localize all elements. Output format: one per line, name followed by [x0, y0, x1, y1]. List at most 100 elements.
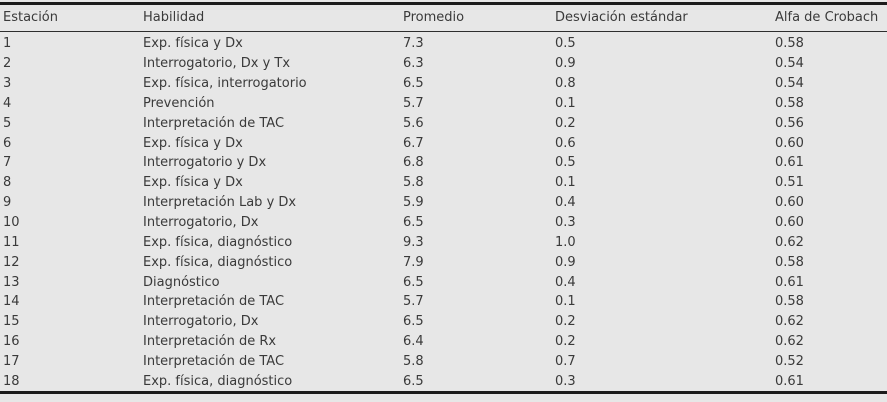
table-row: 1 Exp. física y Dx 7.3 0.5 0.58 [0, 32, 887, 54]
table-row: 5 Interpretación de TAC 5.6 0.2 0.56 [0, 113, 887, 133]
table-row: 15 Interrogatorio, Dx 6.5 0.2 0.62 [0, 312, 887, 332]
cell-alfa-de-crobach: 0.54 [775, 56, 804, 72]
cell-promedio: 5.8 [403, 353, 424, 369]
cell-alfa-de-crobach: 0.56 [775, 115, 804, 131]
col-header-desviacion-estandar: Desviación estándar [552, 3, 772, 32]
cell-desviacion-estandar: 0.9 [555, 254, 576, 270]
table-body: 1 Exp. física y Dx 7.3 0.5 0.58 2 Interrogator… [0, 32, 887, 393]
cell-alfa-de-crobach: 0.54 [775, 76, 804, 92]
cell-alfa-de-crobach: 0.52 [775, 353, 804, 369]
cell-promedio: 5.8 [403, 175, 424, 191]
cell-promedio: 6.5 [403, 215, 424, 231]
cell-desviacion-estandar: 0.2 [555, 314, 576, 330]
cell-estacion: 17 [3, 353, 20, 369]
cell-promedio: 5.7 [403, 294, 424, 310]
cell-habilidad: Exp. física y Dx [143, 175, 243, 191]
cell-alfa-de-crobach: 0.51 [775, 175, 804, 191]
cell-promedio: 6.4 [403, 334, 424, 350]
cell-habilidad: Exp. física y Dx [143, 135, 243, 151]
cell-desviacion-estandar: 0.2 [555, 115, 576, 131]
cell-promedio: 5.9 [403, 195, 424, 211]
cell-estacion: 2 [3, 56, 12, 72]
cell-estacion: 5 [3, 115, 12, 131]
table-row: 12 Exp. física, diagnóstico 7.9 0.9 0.58 [0, 252, 887, 272]
cell-alfa-de-crobach: 0.60 [775, 135, 804, 151]
cell-habilidad: Interpretación de Rx [143, 334, 277, 350]
cell-estacion: 8 [3, 175, 12, 191]
col-header-estacion: Estación [0, 3, 140, 32]
cell-desviacion-estandar: 0.9 [555, 56, 576, 72]
cell-promedio: 6.5 [403, 314, 424, 330]
cell-habilidad: Interrogatorio, Dx y Tx [143, 56, 291, 72]
cell-desviacion-estandar: 0.4 [555, 274, 576, 290]
table-row: 10 Interrogatorio, Dx 6.5 0.3 0.60 [0, 213, 887, 233]
cell-habilidad: Exp. física, diagnóstico [143, 254, 293, 270]
table-row: 6 Exp. física y Dx 6.7 0.6 0.60 [0, 133, 887, 153]
table-row: 13 Diagnóstico 6.5 0.4 0.61 [0, 272, 887, 292]
cell-habilidad: Diagnóstico [143, 274, 220, 290]
table-row: 8 Exp. física y Dx 5.8 0.1 0.51 [0, 173, 887, 193]
cell-desviacion-estandar: 0.3 [555, 373, 576, 389]
table-row: 7 Interrogatorio y Dx 6.8 0.5 0.61 [0, 153, 887, 173]
cell-desviacion-estandar: 0.2 [555, 334, 576, 350]
cell-promedio: 7.3 [403, 36, 424, 52]
cell-alfa-de-crobach: 0.61 [775, 155, 804, 171]
cell-estacion: 16 [3, 334, 20, 350]
cell-promedio: 9.3 [403, 234, 424, 250]
cell-estacion: 9 [3, 195, 12, 211]
cell-habilidad: Exp. física, interrogatorio [143, 76, 307, 92]
cell-desviacion-estandar: 0.3 [555, 215, 576, 231]
cell-promedio: 6.5 [403, 274, 424, 290]
cell-estacion: 3 [3, 76, 12, 92]
cell-promedio: 7.9 [403, 254, 424, 270]
table-row: 18 Exp. física, diagnóstico 6.5 0.3 0.61 [0, 371, 887, 392]
cell-habilidad: Interpretación de TAC [143, 115, 285, 131]
cell-promedio: 5.6 [403, 115, 424, 131]
cell-desviacion-estandar: 0.5 [555, 36, 576, 52]
table-row: 11 Exp. física, diagnóstico 9.3 1.0 0.62 [0, 232, 887, 252]
cell-promedio: 6.7 [403, 135, 424, 151]
table-row: 14 Interpretación de TAC 5.7 0.1 0.58 [0, 292, 887, 312]
cell-estacion: 12 [3, 254, 20, 270]
cell-alfa-de-crobach: 0.61 [775, 274, 804, 290]
cell-estacion: 1 [3, 36, 12, 52]
cell-habilidad: Exp. física y Dx [143, 36, 243, 52]
col-header-promedio: Promedio [400, 3, 552, 32]
table-header: Estación Habilidad Promedio Desviación e… [0, 3, 887, 32]
cell-estacion: 11 [3, 234, 20, 250]
cell-habilidad: Exp. física, diagnóstico [143, 234, 293, 250]
cell-habilidad: Interpretación de TAC [143, 353, 285, 369]
cell-desviacion-estandar: 0.5 [555, 155, 576, 171]
cell-alfa-de-crobach: 0.58 [775, 95, 804, 111]
col-header-alfa-de-crobach: Alfa de Crobach [772, 3, 887, 32]
cell-promedio: 6.5 [403, 76, 424, 92]
cell-desviacion-estandar: 0.4 [555, 195, 576, 211]
cell-promedio: 6.8 [403, 155, 424, 171]
results-table: Estación Habilidad Promedio Desviación e… [0, 2, 887, 395]
cell-estacion: 7 [3, 155, 12, 171]
cell-habilidad: Interpretación Lab y Dx [143, 195, 297, 211]
cell-estacion: 4 [3, 95, 12, 111]
cell-estacion: 14 [3, 294, 20, 310]
cell-promedio: 6.5 [403, 373, 424, 389]
cell-estacion: 13 [3, 274, 20, 290]
cell-desviacion-estandar: 0.7 [555, 353, 576, 369]
header-row: Estación Habilidad Promedio Desviación e… [0, 3, 887, 32]
cell-promedio: 5.7 [403, 95, 424, 111]
cell-habilidad: Exp. física, diagnóstico [143, 373, 293, 389]
cell-habilidad: Prevención [143, 95, 215, 111]
cell-desviacion-estandar: 0.1 [555, 175, 576, 191]
table-row: 9 Interpretación Lab y Dx 5.9 0.4 0.60 [0, 193, 887, 213]
table-row: 3 Exp. física, interrogatorio 6.5 0.8 0.54 [0, 74, 887, 94]
cell-alfa-de-crobach: 0.58 [775, 254, 804, 270]
cell-alfa-de-crobach: 0.60 [775, 215, 804, 231]
cell-estacion: 15 [3, 314, 20, 330]
table-row: 4 Prevención 5.7 0.1 0.58 [0, 94, 887, 114]
cell-habilidad: Interrogatorio y Dx [143, 155, 267, 171]
cell-estacion: 6 [3, 135, 12, 151]
cell-estacion: 18 [3, 373, 20, 389]
cell-desviacion-estandar: 0.1 [555, 95, 576, 111]
cell-alfa-de-crobach: 0.58 [775, 36, 804, 52]
cell-alfa-de-crobach: 0.58 [775, 294, 804, 310]
